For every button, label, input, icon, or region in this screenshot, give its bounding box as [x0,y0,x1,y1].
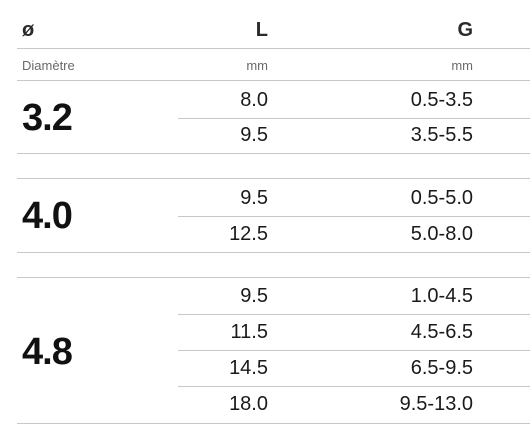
grip-cell: 0.5-3.5 [410,89,473,111]
table-bottom-divider [17,423,530,424]
header-divider [17,48,530,49]
diameter-column-header: ø [22,19,35,41]
length-column-header: L [255,19,268,41]
grip-cell: 4.5-6.5 [410,321,473,343]
diameter-value: 4.0 [22,195,73,237]
row-divider [178,314,530,315]
length-cell: 11.5 [230,321,268,343]
subheader-divider [17,80,530,81]
grip-cell: 6.5-9.5 [410,357,473,379]
grip-cell: 3.5-5.5 [410,124,473,146]
grip-cell: 1.0-4.5 [410,285,473,307]
length-cell: 9.5 [240,187,268,209]
length-cell: 14.5 [229,357,268,379]
group-divider [17,277,530,278]
grip-unit: mm [451,58,473,73]
diameter-value: 3.2 [22,97,73,139]
grip-cell: 9.5-13.0 [399,393,473,415]
length-cell: 12.5 [229,223,268,245]
group-divider [17,178,530,179]
row-divider [178,118,530,119]
length-cell: 18.0 [229,393,268,415]
length-unit: mm [246,58,268,73]
row-divider [178,386,530,387]
group-divider [17,252,530,253]
length-cell: 8.0 [240,89,268,111]
diameter-label: Diamètre [22,58,75,73]
grip-column-header: G [457,19,473,41]
length-cell: 9.5 [240,124,268,146]
length-cell: 9.5 [240,285,268,307]
row-divider [178,350,530,351]
grip-cell: 5.0-8.0 [410,223,473,245]
row-divider [178,216,530,217]
grip-cell: 0.5-5.0 [410,187,473,209]
group-divider [17,153,530,154]
diameter-value: 4.8 [22,331,73,373]
